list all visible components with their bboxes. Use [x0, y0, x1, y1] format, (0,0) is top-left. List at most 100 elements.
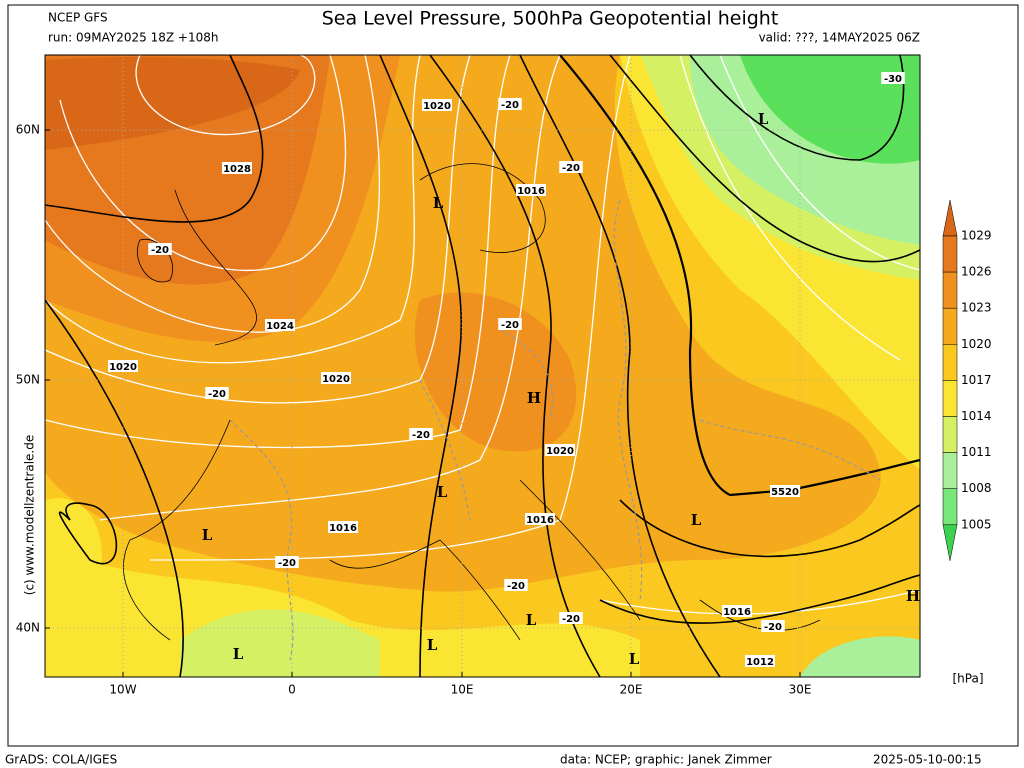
map-labels: 1028 1024 1020 1020 1020 1016 1016 1016 1020 1016… [108, 72, 920, 668]
contour-label: 1024 [266, 321, 294, 332]
contour-label: 1020 [423, 101, 451, 112]
colorbar-arrow [942, 524, 958, 561]
contour-label-box [761, 620, 785, 632]
footer-timestamp: 2025-05-10-00:15 [873, 753, 982, 767]
lat-label: 50N [16, 373, 40, 387]
fill-region [414, 292, 577, 452]
fill-region [740, 55, 920, 164]
lon-label: 0 [288, 683, 296, 697]
colorbar-label: 1017 [961, 373, 992, 387]
contour-label-box [516, 184, 546, 196]
contour-label-box [222, 162, 252, 174]
contour-label: -20 [562, 614, 580, 625]
contour-label-box [328, 521, 358, 533]
colorbar-box [942, 235, 958, 273]
contour-label: 1020 [546, 446, 574, 457]
contour-label: 1016 [517, 186, 545, 197]
contour-label: 1020 [109, 362, 137, 373]
borders [229, 199, 881, 661]
contour-label: 1028 [223, 164, 251, 175]
coastlines [123, 163, 821, 641]
pressure-center: L [437, 483, 448, 501]
footer-credit: data: NCEP; graphic: Janek Zimmer [560, 753, 772, 767]
map: 1028 1024 1020 1020 1020 1016 1016 1016 1020 1016… [45, 55, 920, 677]
contour-label-box [409, 428, 433, 440]
contour-label: 5520 [771, 487, 799, 498]
contour-label: 1020 [322, 374, 350, 385]
lat-label: 40N [16, 621, 40, 635]
contour-label: -20 [151, 245, 169, 256]
colorbar-label: 1023 [961, 301, 992, 315]
pressure-center: L [233, 645, 244, 663]
contour-label-box [770, 485, 800, 497]
map-border [44, 54, 921, 678]
contour-label: -20 [278, 558, 296, 569]
colorbar-label: 1014 [961, 409, 992, 423]
contour-label: -20 [501, 320, 519, 331]
colorbar-box [942, 271, 958, 309]
contour-label: 1016 [723, 607, 751, 618]
lon-label: 20E [620, 683, 643, 697]
contour-label-box [275, 556, 299, 568]
colorbar-label: 1005 [961, 517, 992, 531]
fill-region [45, 57, 300, 150]
fill-region [45, 498, 102, 606]
contour-label: -20 [562, 163, 580, 174]
pressure-center: H [906, 587, 920, 605]
fill-region [800, 636, 920, 677]
footer-left: GrADS: COLA/IGES [5, 753, 117, 767]
lon-label: 10E [451, 683, 474, 697]
contour-label-box [205, 387, 229, 399]
colorbar-box [942, 416, 958, 453]
lat-label: 60N [16, 123, 40, 137]
pressure-center: L [526, 611, 537, 629]
contour-label: -20 [412, 430, 430, 441]
contour-label-box [545, 444, 575, 456]
contour-label: 1016 [526, 515, 554, 526]
colorbar-box [942, 452, 958, 489]
contour-label-box [108, 360, 138, 372]
contour-label: 1016 [329, 523, 357, 534]
copyright: (c) www.modellzentrale.de [23, 435, 37, 595]
contour-label-box [881, 72, 905, 84]
model-name: NCEP GFS [48, 11, 108, 25]
lon-label: 10W [109, 683, 136, 697]
colorbar-box [942, 344, 958, 381]
pressure-center: L [433, 194, 444, 212]
colorbar-label: 1020 [961, 337, 992, 351]
pressure-center: L [202, 526, 213, 544]
valid-time: valid: ???, 14MAY2025 06Z [759, 31, 920, 45]
contour-label-box [559, 161, 583, 173]
pressure-center: L [691, 511, 702, 529]
pressure-center: L [758, 110, 769, 128]
axes: 60N 50N 40N 10W 0 10E 20E 30E [16, 123, 812, 697]
contour-label-box [148, 243, 172, 255]
contour-label-box [321, 372, 351, 384]
colorbar-label: 1011 [961, 445, 992, 459]
contour-label-box [498, 98, 522, 110]
pressure-center: L [427, 636, 438, 654]
contour-label-box [498, 318, 522, 330]
contour-label: -20 [507, 581, 525, 592]
title: Sea Level Pressure, 500hPa Geopotential … [322, 8, 779, 30]
colorbar: 1029 1026 1023 1020 1017 1014 1011 1008 1005 [942, 199, 992, 561]
contour-label: 1012 [746, 657, 774, 668]
contour-label-box [559, 612, 583, 624]
colorbar-box [942, 380, 958, 417]
pressure-center: H [527, 389, 541, 407]
colorbar-unit: [hPa] [952, 672, 983, 686]
contour-label-box [265, 319, 295, 331]
colorbar-label: 1026 [961, 265, 992, 279]
contour-label: -20 [501, 100, 519, 111]
fill-region [180, 609, 380, 677]
contour-label: -20 [764, 622, 782, 633]
run-info: run: 09MAY2025 18Z +108h [48, 31, 218, 45]
contour-label: -20 [208, 389, 226, 400]
contour-label-box [525, 513, 555, 525]
contour-label-box [504, 579, 528, 591]
colorbar-box [942, 307, 958, 345]
contour-label-box [422, 99, 452, 111]
black-contours [45, 55, 920, 677]
colorbar-box [942, 488, 958, 526]
